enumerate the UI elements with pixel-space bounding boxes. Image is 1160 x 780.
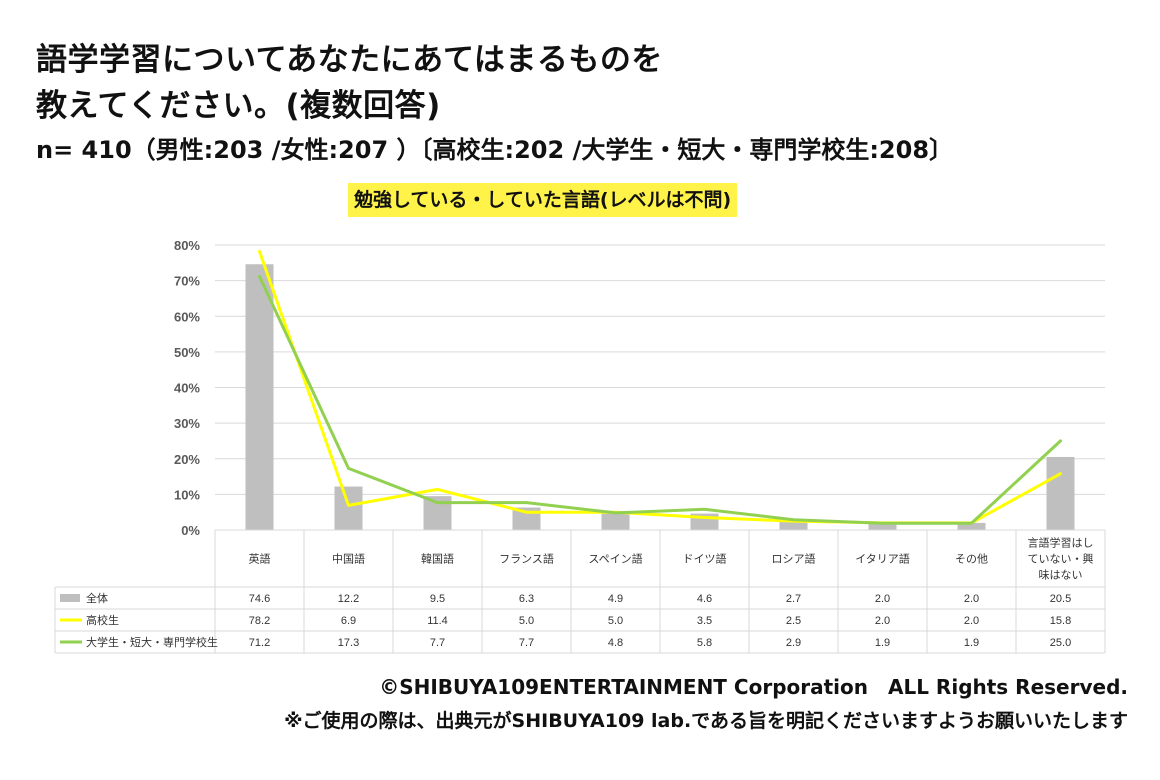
bar-4 [601, 512, 630, 530]
data-label: 78.2 [249, 615, 270, 627]
data-label: 25.0 [1050, 637, 1071, 649]
y-tick-label: 50% [174, 345, 200, 360]
usage-notice: ※ご使用の際は、出典元がSHIBUYA109 lab.である旨を明記くださいます… [284, 710, 1128, 732]
x-tick-label: ていない・興 [1028, 553, 1094, 566]
x-tick-label: その他 [955, 553, 988, 566]
x-tick-label: 英語 [249, 552, 271, 566]
x-tick-label: イタリア語 [855, 552, 910, 566]
data-label: 7.7 [519, 637, 534, 649]
bar-0 [245, 264, 274, 530]
data-label: 2.0 [875, 593, 890, 605]
copyright-notice: ©SHIBUYA109ENTERTAINMENT Corporation ALL… [379, 675, 1128, 699]
data-label: 20.5 [1050, 593, 1071, 605]
series-line-2 [258, 274, 1062, 525]
x-tick-label: 言語学習はし [1028, 536, 1094, 550]
data-label: 2.7 [786, 593, 801, 605]
data-label: 2.0 [875, 615, 890, 627]
data-label: 12.2 [338, 593, 359, 605]
data-label: 4.6 [697, 593, 712, 605]
data-label: 11.4 [427, 615, 448, 627]
y-tick-label: 70% [174, 274, 200, 289]
data-label: 1.9 [875, 637, 890, 649]
bar-7 [868, 522, 897, 530]
bar-9 [1046, 456, 1075, 530]
sample-size-note: n= 410（男性:203 /女性:207 ）〔高校生:202 /大学生・短大・… [36, 136, 954, 164]
data-label: 2.0 [964, 593, 979, 605]
chart-title: 勉強している・していた言語(レベルは不問) [348, 183, 738, 217]
x-tick-label: フランス語 [499, 552, 554, 566]
data-label: 15.8 [1050, 615, 1071, 627]
data-label: 1.9 [964, 637, 979, 649]
data-label: 5.0 [519, 615, 534, 627]
x-tick-label: スペイン語 [588, 552, 642, 566]
data-label: 3.5 [697, 615, 712, 627]
legend-entry: 全体 [86, 591, 108, 605]
legend-entry: 大学生・短大・専門学校生 [86, 635, 218, 649]
data-label: 2.5 [786, 615, 801, 627]
x-tick-label: 味はない [1039, 569, 1083, 582]
data-label: 9.5 [430, 593, 445, 605]
data-label: 74.6 [249, 593, 270, 605]
y-tick-label: 60% [174, 309, 200, 324]
data-label: 5.0 [608, 615, 623, 627]
legend-entry: 高校生 [86, 613, 119, 627]
x-tick-label: 韓国語 [421, 552, 454, 566]
bar-6 [779, 520, 808, 530]
bar-1 [334, 486, 363, 530]
data-label: 7.7 [430, 637, 445, 649]
x-tick-label: 中国語 [332, 552, 365, 566]
x-tick-label: ドイツ語 [683, 552, 727, 566]
y-tick-label: 10% [174, 487, 200, 502]
data-label: 2.9 [786, 637, 801, 649]
bar-8 [957, 522, 986, 530]
y-tick-label: 0% [181, 523, 200, 538]
x-tick-label: ロシア語 [772, 552, 816, 566]
data-label: 4.9 [608, 593, 623, 605]
data-label: 17.3 [338, 637, 359, 649]
y-tick-label: 40% [174, 381, 200, 396]
y-tick-label: 30% [174, 416, 200, 431]
page-title-line-1: 語学学習についてあなたにあてはまるものを [36, 42, 663, 78]
data-label: 6.3 [519, 593, 534, 605]
legend-swatch-0 [60, 594, 80, 602]
data-label: 2.0 [964, 615, 979, 627]
data-label: 4.8 [608, 637, 623, 649]
data-label: 6.9 [341, 615, 356, 627]
data-label: 5.8 [697, 637, 712, 649]
data-label: 71.2 [249, 637, 270, 649]
y-tick-label: 20% [174, 452, 200, 467]
page-title-line-2: 教えてください。(複数回答) [36, 88, 441, 124]
y-tick-label: 80% [174, 238, 200, 253]
